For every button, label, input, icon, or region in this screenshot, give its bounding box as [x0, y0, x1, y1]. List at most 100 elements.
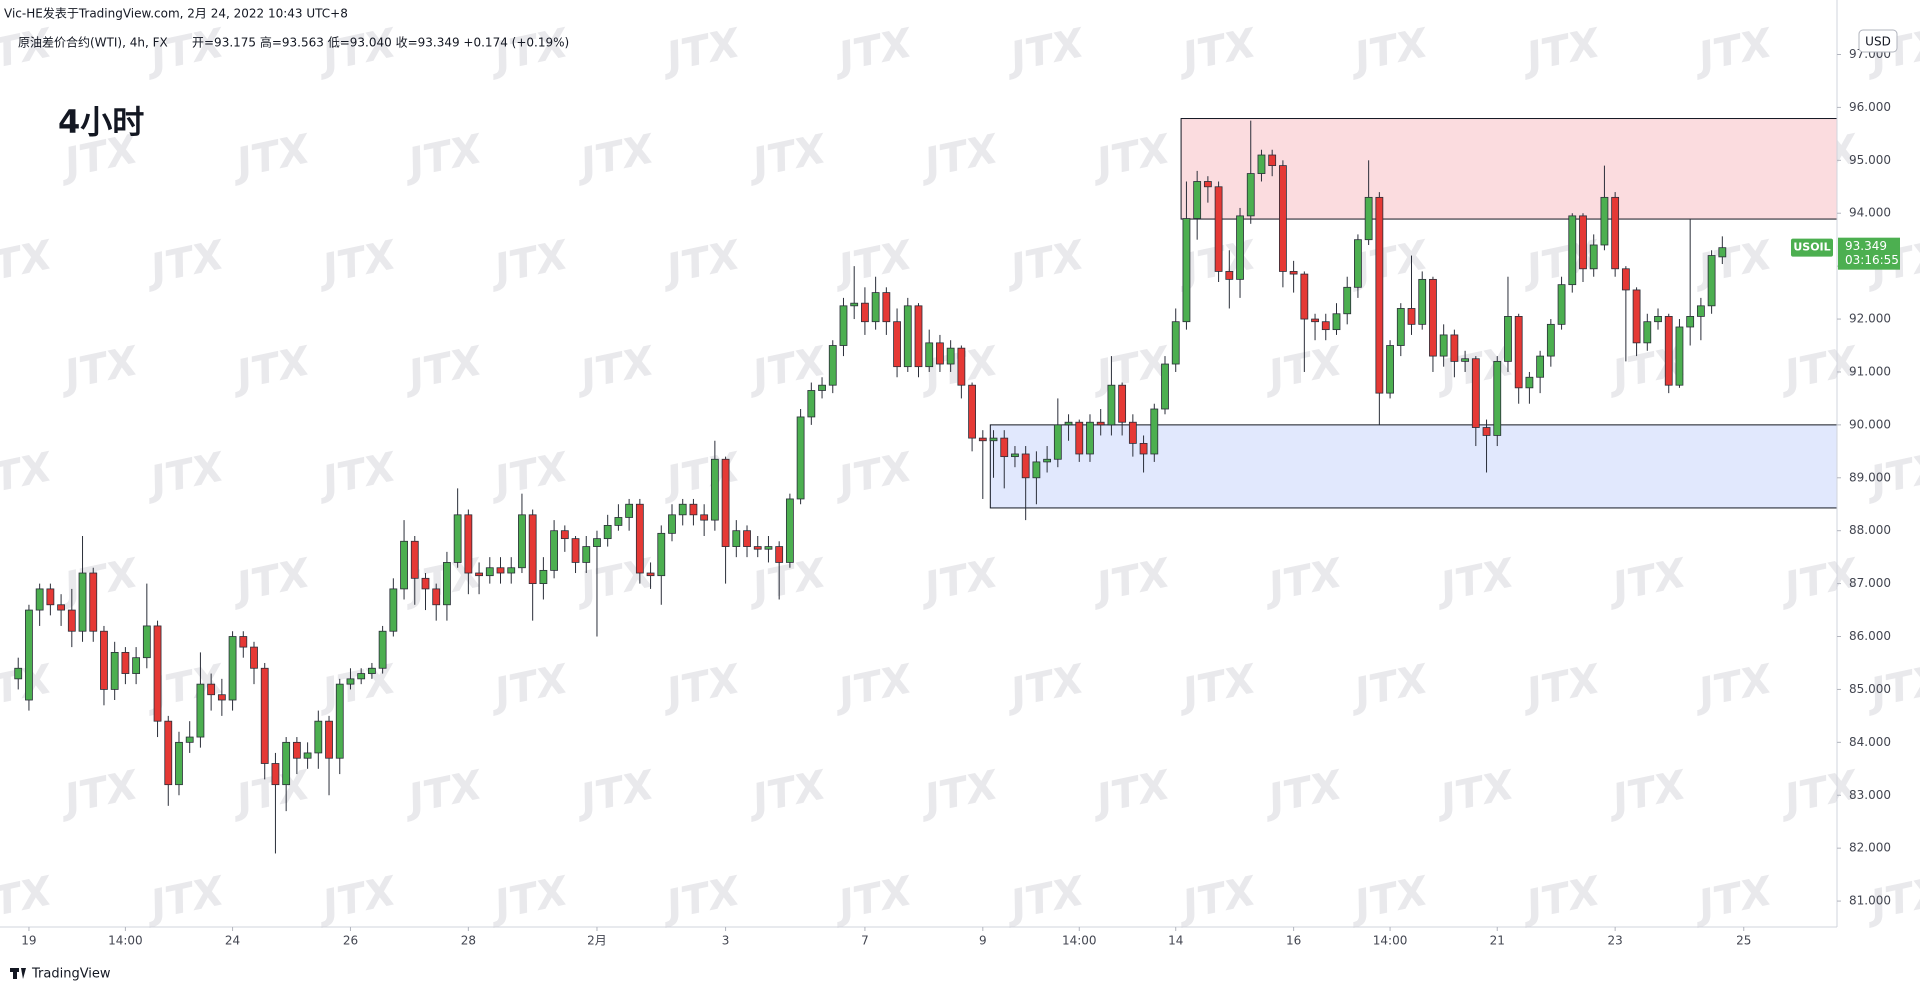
candle-body — [689, 503, 698, 516]
candle-body — [807, 390, 816, 418]
y-tick-label: 83.000 — [1849, 788, 1891, 802]
watermark: JTX — [54, 550, 144, 612]
candle-body — [1375, 196, 1384, 394]
candle-body — [1514, 316, 1523, 389]
candle-body — [1193, 181, 1202, 219]
candle-body — [732, 530, 741, 547]
candle-body — [1707, 255, 1716, 307]
candle-body — [357, 673, 366, 680]
candle-body — [1450, 334, 1459, 362]
candle-body — [871, 292, 880, 323]
watermark: JTX — [656, 20, 746, 82]
watermark: JTX — [226, 126, 316, 188]
watermark: JTX — [828, 20, 918, 82]
candle-body — [850, 302, 859, 307]
candle-body — [1182, 218, 1191, 323]
candle-body — [153, 625, 162, 722]
candle-body — [1407, 308, 1416, 325]
candle-body — [46, 588, 55, 606]
candle-body — [668, 514, 676, 534]
candle-body — [861, 302, 869, 323]
candle-body — [1021, 453, 1030, 479]
x-tick-label: 14:00 — [108, 934, 143, 948]
candle-body — [518, 514, 526, 569]
x-tick-label: 28 — [461, 934, 476, 948]
candle-body — [828, 345, 837, 386]
y-tick-label: 88.000 — [1849, 523, 1891, 537]
candle-body — [1568, 215, 1577, 286]
x-tick-label: 2月 — [587, 934, 607, 948]
candle-body — [1654, 316, 1662, 323]
candle-body — [796, 416, 805, 500]
candle-body — [421, 577, 430, 590]
candle-body — [1011, 453, 1019, 458]
watermark: JTX — [1000, 656, 1090, 718]
candle-body — [1161, 363, 1169, 410]
candle-body — [1118, 384, 1127, 423]
y-tick-label: 92.000 — [1849, 312, 1891, 326]
watermark: JTX — [0, 868, 58, 930]
candle-body — [1000, 437, 1009, 458]
candle-layer — [14, 120, 1727, 854]
watermark: JTX — [1172, 868, 1262, 930]
watermark: JTX — [656, 232, 746, 294]
watermark: JTX — [570, 338, 660, 400]
watermark: JTX — [1172, 656, 1262, 718]
candle-body — [100, 630, 108, 690]
watermark: JTX — [398, 762, 488, 824]
y-tick-label: 94.000 — [1849, 206, 1891, 220]
candle-body — [1096, 421, 1105, 426]
watermark: JTX — [570, 762, 660, 824]
y-tick-label: 87.000 — [1849, 576, 1891, 590]
candle-body — [89, 572, 98, 632]
candle-body — [250, 646, 258, 669]
candle-body — [1053, 424, 1062, 460]
candle-body — [443, 562, 451, 606]
currency-box[interactable] — [1858, 29, 1898, 53]
candle-body — [57, 604, 65, 611]
currency: USD — [1865, 35, 1891, 49]
candle-body — [1675, 326, 1684, 386]
candle-body — [1257, 154, 1266, 174]
candle-body — [1536, 355, 1545, 378]
symbol-tag: USOIL — [1793, 241, 1830, 254]
candle-body — [25, 609, 33, 701]
x-tick-label: 3 — [722, 934, 730, 948]
x-tick-label: 9 — [979, 934, 987, 948]
watermark: JTX — [484, 232, 574, 294]
candle-body — [1600, 196, 1609, 246]
candle-body — [1032, 461, 1041, 479]
zone — [989, 424, 1838, 509]
candle-body — [571, 538, 580, 563]
candle-body — [239, 636, 248, 648]
candle-body — [1225, 271, 1234, 280]
watermark: JTX — [0, 444, 58, 506]
candle-body — [635, 503, 644, 574]
watermark: JTX — [1000, 20, 1090, 82]
watermark: JTX — [226, 338, 316, 400]
watermark: JTX — [140, 444, 230, 506]
watermark: JTX — [656, 868, 746, 930]
watermark: JTX — [398, 338, 488, 400]
candle-body — [1632, 289, 1641, 344]
watermark: JTX — [140, 232, 230, 294]
watermark: JTX — [398, 126, 488, 188]
candle-body — [507, 567, 516, 574]
candle-body — [1471, 358, 1480, 428]
candle-body — [785, 498, 794, 563]
candle-body — [475, 572, 483, 577]
watermark: JTX — [1430, 762, 1520, 824]
x-tick-label: 14:00 — [1062, 934, 1097, 948]
candle-body — [1557, 284, 1566, 325]
candle-body — [1686, 316, 1695, 328]
candle-body — [818, 384, 826, 391]
candle-body — [164, 720, 173, 786]
candle-body — [1268, 154, 1277, 167]
candle-body — [968, 384, 976, 439]
watermark: JTX — [312, 20, 402, 82]
candle-body — [335, 683, 344, 759]
candle-body — [14, 667, 23, 680]
candle-body — [228, 636, 237, 701]
candle-body — [1439, 334, 1448, 357]
